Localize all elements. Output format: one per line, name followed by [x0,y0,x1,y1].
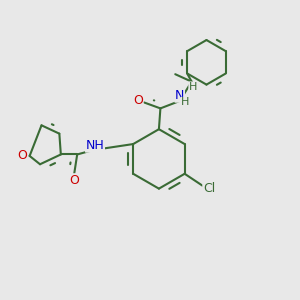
Text: O: O [133,94,143,107]
Text: H: H [189,82,197,92]
Text: Cl: Cl [203,182,215,195]
Text: NH: NH [85,139,104,152]
Text: O: O [69,174,79,187]
Text: N: N [175,89,184,102]
Text: O: O [17,149,27,162]
Text: H: H [181,98,189,107]
